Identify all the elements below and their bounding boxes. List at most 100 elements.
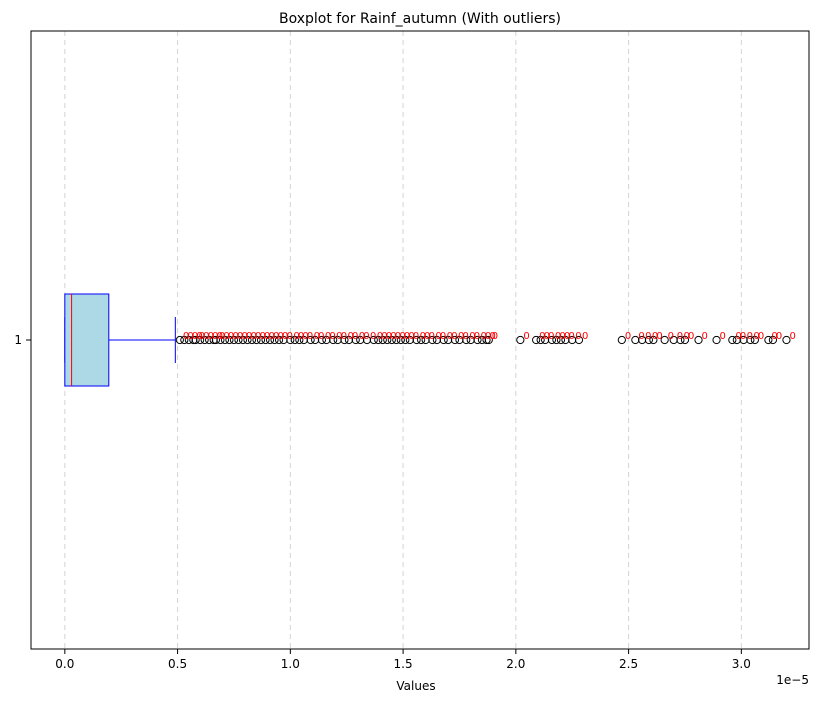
outlier-point: [728, 335, 737, 345]
outlier-point: [746, 335, 755, 345]
outlier-label: 0: [582, 331, 588, 342]
outlier-point: [191, 335, 200, 345]
outlier-point: [450, 335, 460, 345]
outlier-label: 0: [555, 331, 561, 342]
outlier-label: 0: [568, 331, 574, 342]
outlier-point: [401, 335, 410, 345]
outlier-label: 0: [575, 331, 581, 342]
outlier-label: 0: [424, 331, 430, 342]
outlier-label: 0: [404, 331, 410, 342]
outlier-point: [369, 335, 378, 345]
outlier-label: 0: [688, 331, 694, 342]
outlier-label: 0: [352, 331, 358, 342]
outlier-point: [286, 335, 295, 345]
outlier-label: 0: [269, 331, 275, 342]
outlier-label: 0: [625, 331, 631, 342]
x-tick-label: 2.0: [506, 657, 525, 671]
outlier-point: [243, 335, 252, 345]
outlier-label: 0: [386, 331, 392, 342]
x-grid-lines: [64, 31, 742, 649]
outlier-label: 0: [429, 331, 435, 342]
outlier-point: [712, 335, 721, 345]
outlier-point: [536, 335, 545, 345]
outlier-label: 0: [212, 331, 218, 342]
outlier-label: 0: [559, 331, 565, 342]
outlier-label: 0: [278, 331, 284, 342]
outlier-point: [644, 335, 653, 345]
x-axis-offset-text: 1e−5: [776, 673, 809, 687]
outlier-point: [649, 335, 658, 345]
outlier-label: 0: [183, 331, 189, 342]
outlier-label: 0: [469, 331, 475, 342]
outlier-label: 0: [329, 331, 335, 342]
outlier-label: 0: [399, 331, 405, 342]
outlier-label: 0: [219, 331, 225, 342]
outlier-point: [180, 335, 189, 345]
outlier-point: [694, 335, 703, 345]
outlier-group: [175, 335, 791, 345]
outlier-label: 0: [458, 331, 464, 342]
outlier-point: [290, 335, 299, 345]
box-group: [64, 293, 176, 387]
outlier-point: [374, 335, 383, 345]
outlier-label: 0: [246, 331, 252, 342]
outlier-point: [252, 335, 261, 345]
outlier-label: 0: [408, 331, 414, 342]
outlier-label: 0: [307, 331, 313, 342]
x-tick-label: 2.5: [619, 657, 638, 671]
outlier-label: 0: [302, 331, 308, 342]
outlier-label: 0: [223, 331, 229, 342]
outlier-label: 0: [481, 331, 487, 342]
outlier-label: 0: [548, 331, 554, 342]
outlier-point: [462, 335, 471, 345]
outlier-label: 0: [720, 331, 726, 342]
outlier-point: [574, 335, 584, 345]
outlier-label: 0: [192, 331, 198, 342]
outlier-point: [225, 335, 234, 345]
outlier-label: 0: [451, 331, 457, 342]
outlier-label: 0: [523, 331, 529, 342]
y-axis: 1: [14, 333, 31, 347]
outlier-point: [306, 335, 315, 345]
outlier-point: [175, 335, 184, 345]
outlier-point: [768, 335, 778, 345]
outlier-point: [216, 335, 225, 345]
outlier-label: 0: [287, 331, 293, 342]
outlier-point: [428, 335, 437, 345]
outlier-label: 0: [395, 331, 401, 342]
outlier-label: 0: [217, 331, 223, 342]
outlier-point: [247, 335, 257, 345]
outlier-label: 0: [228, 331, 234, 342]
outlier-label: 0: [539, 331, 545, 342]
outlier-point: [484, 335, 493, 345]
outlier-label: 0: [381, 331, 387, 342]
outlier-label: 0: [255, 331, 261, 342]
outlier-label: 0: [237, 331, 243, 342]
outlier-label: 0: [298, 331, 304, 342]
outlier-label: 0: [377, 331, 383, 342]
outlier-label: 0: [282, 331, 288, 342]
outlier-point: [750, 335, 759, 345]
outlier-label: 0: [187, 331, 193, 342]
outlier-point: [256, 335, 266, 345]
iqr-box: [64, 293, 110, 387]
outlier-point: [317, 335, 327, 345]
outlier-label: 0: [747, 331, 753, 342]
outlier-label: 0: [325, 331, 331, 342]
outlier-label: 0: [683, 331, 689, 342]
x-axis: 0.0 0.5 1.0 1.5 2.0 2.5 3.0: [55, 649, 751, 671]
outlier-label: 0: [293, 331, 299, 342]
outlier-label: 0: [440, 331, 446, 342]
outlier-point: [295, 335, 304, 345]
outlier-point: [329, 335, 338, 345]
x-tick-label: 3.0: [732, 657, 751, 671]
outlier-point: [412, 335, 421, 345]
outlier-label: 0: [413, 331, 419, 342]
outlier-point: [200, 335, 209, 345]
outlier-point: [680, 335, 690, 345]
outlier-point: [617, 335, 626, 345]
outlier-label: 0: [390, 331, 396, 342]
outlier-label: 0: [668, 331, 674, 342]
outlier-point: [552, 335, 561, 345]
